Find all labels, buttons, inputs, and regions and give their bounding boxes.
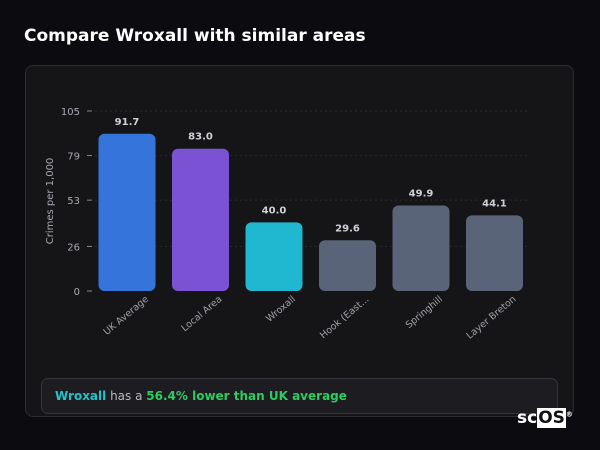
x-tick-label: Layer Breton bbox=[465, 294, 519, 342]
data-label: 40.0 bbox=[262, 205, 287, 216]
data-label: 91.7 bbox=[115, 117, 140, 128]
y-tick-label: 79 bbox=[67, 152, 80, 163]
bar bbox=[98, 133, 156, 291]
bar bbox=[172, 148, 229, 291]
x-tick-label: Springhill bbox=[404, 294, 445, 331]
y-tick-label: 105 bbox=[61, 107, 80, 118]
y-axis-label: Crimes per 1,000 bbox=[45, 158, 56, 245]
y-tick-label: 26 bbox=[67, 242, 80, 253]
data-label: 29.6 bbox=[335, 223, 360, 234]
x-tick-label: UK Average bbox=[102, 294, 151, 338]
x-tick-label: Hook (East... bbox=[318, 294, 371, 341]
page-title: Compare Wroxall with similar areas bbox=[24, 26, 366, 46]
summary-highlight: 56.4% lower than UK average bbox=[146, 389, 347, 403]
x-tick-label: Local Area bbox=[179, 294, 224, 334]
scos-logo: scOS® bbox=[517, 408, 573, 428]
summary-place: Wroxall bbox=[55, 389, 107, 403]
data-label: 44.1 bbox=[482, 198, 507, 209]
y-tick-label: 53 bbox=[67, 196, 80, 207]
bar bbox=[466, 215, 523, 291]
summary-text: has a bbox=[106, 389, 147, 403]
bar bbox=[392, 205, 450, 291]
data-label: 83.0 bbox=[188, 132, 213, 143]
comparison-summary: Wroxall has a 56.4% lower than UK averag… bbox=[41, 378, 558, 414]
bar bbox=[319, 240, 376, 291]
x-tick-label: Wroxall bbox=[264, 294, 298, 325]
bar bbox=[245, 222, 303, 291]
data-label: 49.9 bbox=[409, 188, 434, 199]
y-tick-label: 0 bbox=[74, 287, 80, 298]
